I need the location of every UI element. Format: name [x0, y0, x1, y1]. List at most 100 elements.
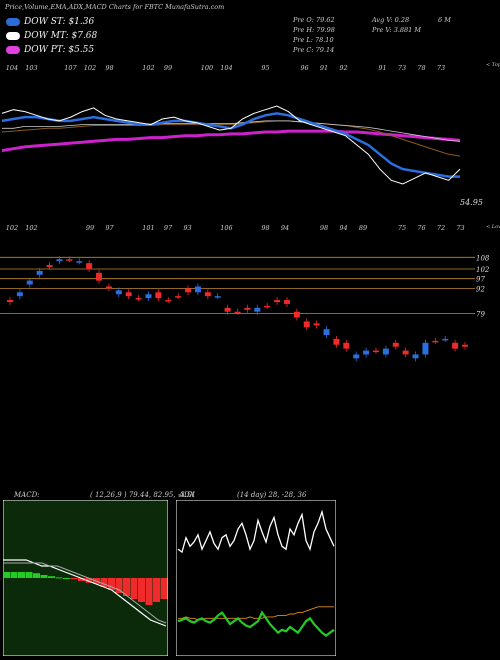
macd-hist-bar — [160, 578, 168, 599]
adx-params: (14 day) 28, -28, 36 — [237, 491, 307, 499]
candle-body — [353, 354, 360, 359]
stat-pre-volume: Pre V: 3.881 M — [372, 26, 422, 34]
macd-signal-line — [3, 562, 167, 624]
macd-hist-bar — [123, 578, 130, 596]
candle-body — [26, 280, 33, 285]
low-tick-label: 72 — [437, 224, 445, 232]
candle-body — [264, 305, 271, 308]
macd-hist-bar — [10, 572, 18, 578]
macd-hist-bar — [130, 578, 138, 599]
candle-body — [224, 307, 231, 312]
candle-body — [125, 292, 132, 297]
legend-dow-pt: DOW PT: $5.55 — [6, 45, 94, 55]
macd-hist-bar — [3, 572, 10, 578]
candle-body — [204, 292, 211, 297]
adx-line — [177, 509, 335, 554]
macd-hist-bar — [153, 578, 160, 602]
candle-body — [234, 311, 241, 314]
candle-body — [442, 338, 449, 341]
candle-body — [145, 294, 152, 299]
top-tick-label: 95 — [261, 64, 269, 72]
macd-hist-bar — [33, 573, 40, 578]
candle-body — [214, 296, 221, 298]
low-tick-label: 76 — [417, 224, 425, 232]
candle-body — [175, 296, 182, 298]
top-tick-label: 91 — [378, 64, 386, 72]
candle-body — [293, 311, 300, 318]
candle-body — [382, 348, 389, 355]
stat-pre-low: Pre L: 78.10 — [293, 36, 334, 44]
candle-body — [46, 265, 53, 268]
candle-body — [462, 344, 468, 347]
legend-label: DOW PT: $5.55 — [24, 45, 95, 55]
candle-body — [56, 259, 63, 262]
legend-dow-mt: DOW MT: $7.68 — [6, 31, 97, 41]
low-tick-label: 94 — [339, 224, 347, 232]
top-tick-label: 107 — [64, 64, 77, 72]
adx-chart — [176, 500, 336, 656]
stat-pre-open: Pre O: 79.62 — [293, 16, 335, 24]
stat-pre-close: Pre C: 79.14 — [293, 46, 335, 54]
candle-body — [283, 300, 290, 304]
low-tick-label: 89 — [359, 224, 367, 232]
macd-params: ( 12,26,9 ) 79.44, 82.95, -3.51 — [90, 491, 196, 499]
candle-body — [412, 354, 419, 359]
candle-body — [244, 307, 251, 310]
ema-long-line — [1, 129, 461, 153]
candle-body — [274, 300, 281, 302]
candle-body — [432, 340, 439, 343]
candle-body — [452, 342, 459, 349]
macd-hist-bar — [100, 578, 108, 587]
macd-hist-bar — [85, 578, 93, 583]
candle-body — [372, 350, 379, 353]
adx-background — [176, 500, 336, 656]
candle-body — [323, 329, 330, 336]
candle-body — [66, 259, 73, 261]
stat-avg-volume: Avg V: 0.28 — [372, 16, 410, 24]
candle-body — [402, 350, 409, 355]
top-tick-label: 103 — [25, 64, 37, 72]
candle-body — [392, 342, 399, 347]
candle-body — [96, 272, 103, 281]
low-tick-label: 97 — [164, 224, 173, 232]
low-tick-label: 102 — [25, 224, 37, 232]
low-tick-label: 94 — [281, 224, 289, 232]
macd-hist-bar — [63, 578, 70, 579]
legend-label: DOW MT: $7.68 — [24, 31, 98, 41]
level-label: 79 — [476, 311, 485, 319]
candle-body — [165, 300, 172, 302]
top-tick-label: 96 — [300, 64, 308, 72]
candle-body — [86, 263, 93, 269]
macd-label: MACD: — [14, 491, 40, 499]
macd-hist-bar — [78, 578, 85, 581]
macd-hist-bar — [25, 572, 33, 578]
macd-hist-bar — [145, 578, 153, 605]
stat-period: 6 M — [438, 16, 451, 24]
top-tick-label: 78 — [417, 64, 425, 72]
top-tick-label: 102 — [142, 64, 154, 72]
macd-hist-bar — [70, 578, 78, 580]
low-tick-label: 98 — [320, 224, 328, 232]
candle-body — [135, 298, 142, 300]
low-tick-label: 98 — [261, 224, 269, 232]
low-tick-label: 102 — [6, 224, 18, 232]
top-tick-label: 92 — [339, 64, 347, 72]
level-label: 108 — [476, 254, 490, 262]
top-axis-suffix: < Tops — [486, 62, 500, 68]
top-tick-label: 73 — [398, 64, 406, 72]
macd-hist-bar — [18, 572, 25, 578]
macd-hist-bar — [40, 575, 48, 578]
top-tick-label: 104 — [6, 64, 18, 72]
legend-swatch-white — [6, 32, 20, 40]
macd-chart — [3, 500, 168, 656]
top-tick-label: 98 — [105, 64, 113, 72]
candle-body — [303, 321, 310, 328]
candle-body — [115, 290, 122, 295]
legend-swatch-magenta — [6, 46, 20, 54]
level-label: 102 — [476, 266, 490, 274]
candle-body — [343, 342, 350, 349]
level-label: 92 — [476, 285, 485, 293]
candle-body — [313, 323, 320, 326]
candle-body — [16, 292, 23, 297]
candle-body — [363, 350, 370, 355]
